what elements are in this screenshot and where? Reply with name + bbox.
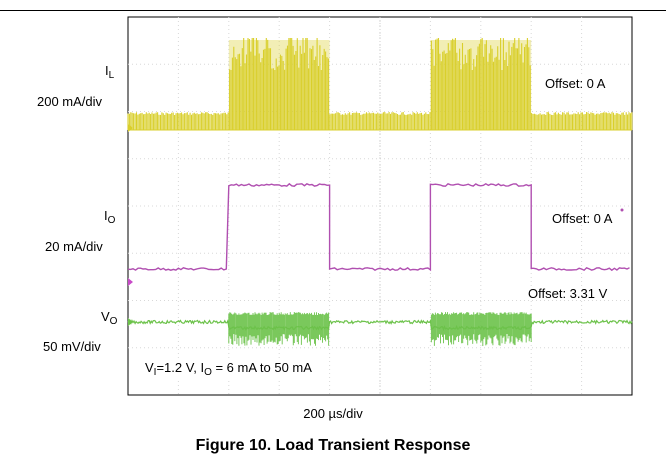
il-trace: [127, 38, 633, 130]
il-ground-marker: [128, 124, 133, 132]
io-marker-dot: [620, 208, 624, 212]
vo-ground-marker: [128, 318, 133, 326]
grid: [128, 17, 632, 395]
il-offset: Offset: 0 A: [541, 75, 610, 92]
vo-label: VO: [101, 309, 118, 327]
io-trace: [127, 182, 630, 272]
test-condition: VI=1.2 V, IO = 6 mA to 50 mA: [143, 360, 314, 379]
il-scale: 200 mA/div: [37, 94, 103, 109]
il-burst-fill: [430, 40, 532, 130]
vo-scale: 50 mV/div: [43, 339, 101, 354]
figure-caption: Figure 10. Load Transient Response: [195, 437, 471, 454]
il-burst-fill: [228, 40, 330, 130]
io-offset: Offset: 0 A: [552, 211, 613, 226]
vo-trace: [127, 319, 633, 332]
time-scale-label: 200 µs/div: [303, 406, 363, 421]
io-label: IO: [104, 208, 116, 226]
vo-offset: Offset: 3.31 V: [528, 286, 608, 301]
traces: [127, 38, 633, 346]
io-ground-marker: [128, 278, 133, 286]
top-rule: [0, 10, 666, 11]
io-scale: 20 mA/div: [45, 239, 103, 254]
il-label: IL: [105, 63, 115, 81]
